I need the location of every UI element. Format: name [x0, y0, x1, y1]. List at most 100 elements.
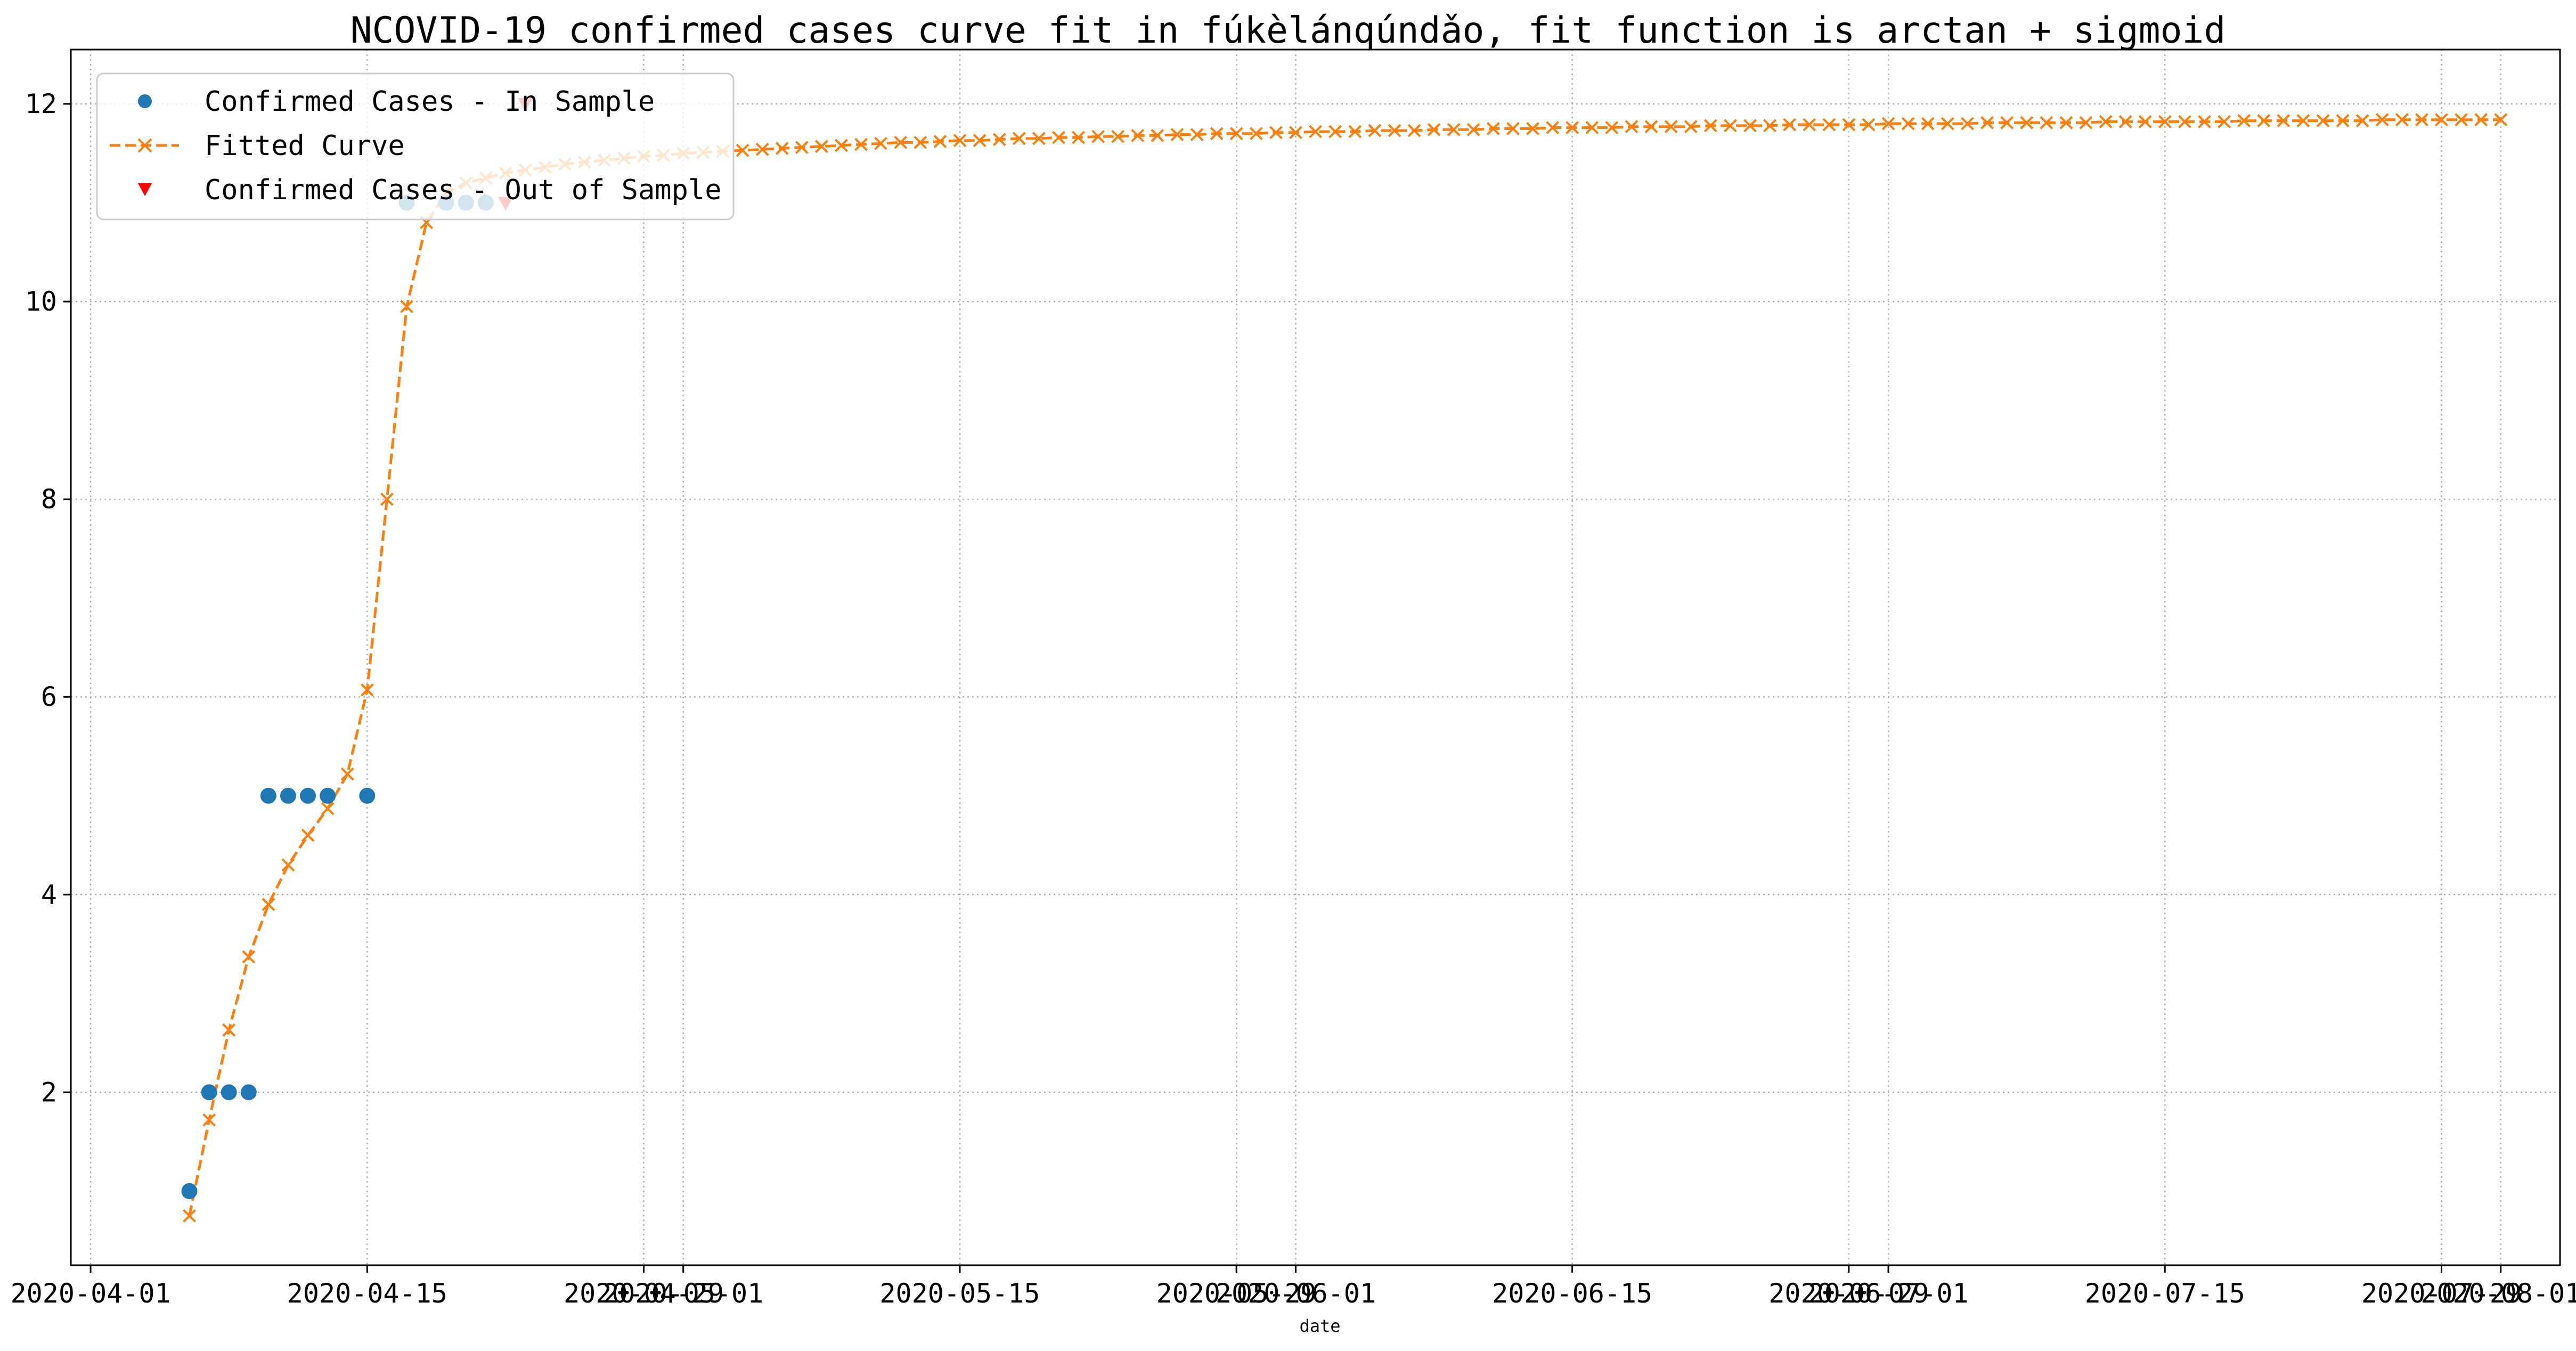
in-sample-point	[359, 787, 376, 804]
fitted-point	[775, 142, 789, 155]
fitted-point	[380, 492, 394, 506]
fitted-point	[953, 134, 967, 148]
fitted-point	[1368, 124, 1382, 137]
fitted-point	[755, 142, 769, 156]
fitted-point	[1862, 118, 1876, 132]
fitted-point	[834, 139, 848, 152]
fitted-point	[1625, 120, 1638, 134]
fitted-point	[1901, 117, 1915, 131]
fitted-point	[2257, 114, 2271, 127]
fitted-point	[242, 950, 256, 964]
y-tick-label: 6	[41, 681, 57, 712]
fitted-point	[1486, 122, 1500, 135]
fitted-point	[222, 1023, 236, 1037]
x-axis-title: date	[1299, 1316, 1340, 1336]
fitted-point	[360, 683, 374, 697]
fitted-point	[2198, 115, 2211, 128]
fitted-point	[2040, 116, 2053, 129]
legend-marker-fitted	[137, 138, 152, 153]
x-tick-label: 2020-04-01	[11, 1278, 171, 1309]
in-sample-point	[181, 1183, 198, 1199]
fitted-point	[262, 898, 275, 911]
legend-label-in-sample: Confirmed Cases - In Sample	[205, 86, 655, 118]
fitted-point	[1960, 117, 1974, 131]
legend-box	[96, 72, 735, 221]
fitted-point	[874, 136, 887, 150]
x-tick-label: 2020-07-01	[1808, 1278, 1969, 1309]
in-sample-point	[221, 1084, 237, 1101]
fitted-point	[2316, 114, 2330, 127]
fitted-point	[914, 135, 927, 149]
fitted-point	[2375, 113, 2389, 127]
in-sample-point	[201, 1084, 217, 1101]
fitted-point	[1466, 123, 1480, 136]
fitted-point	[2079, 116, 2093, 129]
plot-frame	[70, 48, 2561, 1266]
fitted-point	[1644, 120, 1658, 134]
y-tick-label: 4	[41, 879, 57, 910]
x-tick-label: 2020-06-01	[1216, 1278, 1376, 1309]
y-tick-label: 10	[25, 286, 57, 317]
fitted-point	[2455, 113, 2468, 127]
x-tick-label: 2020-06-15	[1492, 1278, 1652, 1309]
fitted-point	[281, 858, 295, 872]
fitted-point	[1170, 128, 1184, 141]
x-tick-label: 2020-05-29	[1156, 1278, 1317, 1309]
y-tick-label: 2	[41, 1077, 57, 1108]
fitted-point	[992, 133, 1006, 147]
fitted-point	[1131, 128, 1145, 142]
fitted-point	[2138, 115, 2152, 128]
fitted-point	[2099, 115, 2113, 128]
fitted-point	[1072, 131, 1085, 144]
fitted-point	[2415, 113, 2428, 127]
fitted-point	[1229, 127, 1243, 141]
x-tick-label: 2020-07-15	[2085, 1278, 2245, 1309]
fitted-point	[854, 137, 868, 151]
fitted-point	[1051, 131, 1065, 144]
x-tick-label: 2020-06-29	[1768, 1278, 1929, 1309]
fitted-point	[1506, 122, 1520, 135]
fitted-point	[1190, 128, 1204, 141]
fitted-point	[2474, 113, 2488, 127]
fitted-point	[2395, 113, 2409, 127]
fitted-point	[894, 135, 908, 149]
fitted-point	[1012, 132, 1026, 145]
fitted-point	[2000, 116, 2013, 129]
fitted-point	[1210, 127, 1224, 141]
fitted-point	[1289, 126, 1302, 140]
fitted-point	[933, 135, 947, 148]
fitted-point	[1980, 116, 1994, 129]
fitted-point	[1269, 126, 1283, 140]
x-tick-label: 2020-05-15	[879, 1278, 1040, 1309]
x-axis-ticks: 2020-04-01 2020-04-15 2020-04-292020-05-01…	[11, 1265, 2576, 1309]
fitted-point	[736, 143, 749, 157]
fitted-point	[301, 828, 315, 842]
fitted-point	[1249, 127, 1263, 141]
fitted-point	[1447, 123, 1461, 136]
legend-marker-out-of-sample	[138, 183, 152, 196]
legend-label-out-of-sample: Confirmed Cases - Out of Sample	[205, 174, 722, 206]
x-tick-label: 2020-04-15	[287, 1278, 447, 1309]
fitted-point	[795, 141, 809, 154]
fitted-point	[1427, 123, 1441, 136]
x-tick-label: 2020-07-29	[2361, 1278, 2522, 1309]
fitted-point	[2435, 113, 2448, 127]
fitted-point	[1803, 118, 1816, 132]
fitted-point	[1783, 118, 1797, 132]
grid	[71, 50, 2560, 1265]
fitted-point	[1743, 119, 1757, 133]
fitted-point	[2118, 115, 2132, 128]
fitted-point	[1388, 124, 1401, 137]
in-sample-point	[300, 787, 316, 804]
fitted-point	[1328, 125, 1342, 139]
fitted-point	[1407, 124, 1421, 137]
fitted-point	[1526, 122, 1539, 135]
fitted-point	[2336, 114, 2350, 127]
fitted-point	[321, 802, 335, 816]
fitted-point	[1684, 120, 1698, 134]
fitted-point	[973, 134, 987, 148]
fitted-point	[2158, 115, 2172, 128]
fitted-point	[1032, 132, 1046, 145]
in-sample-point	[260, 787, 276, 804]
x-tick-label: 2020-05-01	[603, 1278, 763, 1309]
